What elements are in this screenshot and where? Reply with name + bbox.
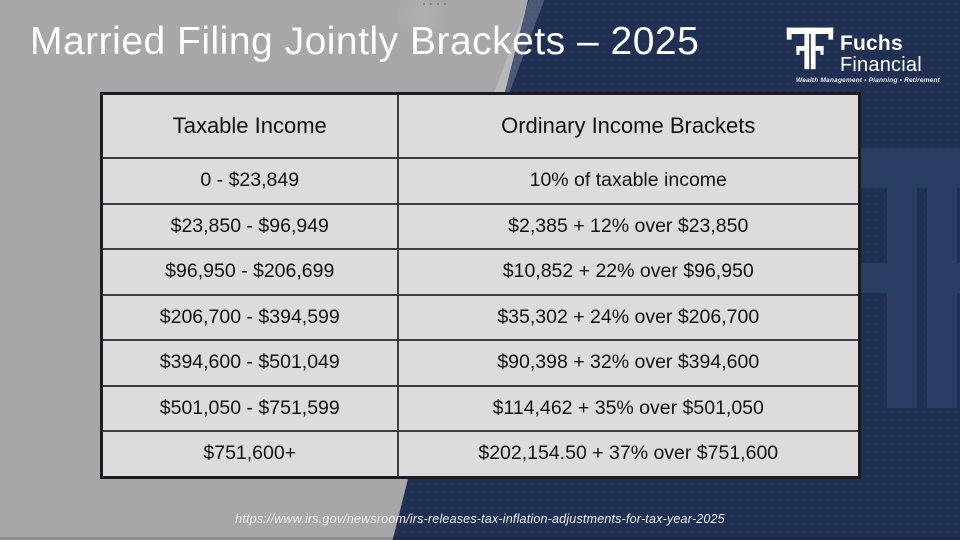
table-row: $23,850 - $96,949 $2,385 + 12% over $23,… <box>100 202 861 250</box>
dots-accent <box>423 3 446 5</box>
table-row: $394,600 - $501,049 $90,398 + 32% over $… <box>100 339 861 387</box>
bracket-formula-cell: $2,385 + 12% over $23,850 <box>396 202 861 250</box>
bracket-formula-cell: $90,398 + 32% over $394,600 <box>396 339 861 387</box>
taxable-income-cell: $501,050 - $751,599 <box>100 384 399 432</box>
source-url: https://www.irs.gov/newsroom/irs-release… <box>235 512 725 526</box>
table-row: 0 - $23,849 10% of taxable income <box>100 157 861 205</box>
taxable-income-cell: $751,600+ <box>100 430 399 478</box>
bracket-formula-cell: $202,154.50 + 37% over $751,600 <box>396 430 861 478</box>
table-row: $96,950 - $206,699 $10,852 + 22% over $9… <box>100 248 861 296</box>
bottom-edge-strip <box>0 537 960 540</box>
column-header-taxable-income: Taxable Income <box>100 92 399 159</box>
bracket-formula-cell: $114,462 + 35% over $501,050 <box>396 384 861 432</box>
ff-monogram-icon <box>786 27 834 70</box>
taxable-income-cell: $206,700 - $394,599 <box>100 293 399 341</box>
column-header-ordinary-income-brackets: Ordinary Income Brackets <box>396 92 861 159</box>
taxable-income-cell: $23,850 - $96,949 <box>100 202 399 250</box>
bracket-formula-cell: $35,302 + 24% over $206,700 <box>396 293 861 341</box>
fuchs-financial-logo: Fuchs Financial Wealth Management • Plan… <box>786 26 944 84</box>
table-row: $501,050 - $751,599 $114,462 + 35% over … <box>100 384 861 432</box>
tax-brackets-table: Taxable Income Ordinary Income Brackets … <box>100 92 861 479</box>
logo-company-name: Fuchs <box>840 32 903 55</box>
taxable-income-cell: $96,950 - $206,699 <box>100 248 399 296</box>
table-header-row: Taxable Income Ordinary Income Brackets <box>100 92 861 159</box>
taxable-income-cell: $394,600 - $501,049 <box>100 339 399 387</box>
logo-tagline: Wealth Management • Planning • Retiremen… <box>796 76 941 84</box>
taxable-income-cell: 0 - $23,849 <box>100 157 399 205</box>
bracket-formula-cell: $10,852 + 22% over $96,950 <box>396 248 861 296</box>
table-row: $206,700 - $394,599 $35,302 + 24% over $… <box>100 293 861 341</box>
slide-title: Married Filing Jointly Brackets – 2025 <box>30 20 700 63</box>
bracket-formula-cell: 10% of taxable income <box>396 157 861 205</box>
logo-company-name-2: Financial <box>840 53 922 76</box>
table-row: $751,600+ $202,154.50 + 37% over $751,60… <box>100 430 861 478</box>
